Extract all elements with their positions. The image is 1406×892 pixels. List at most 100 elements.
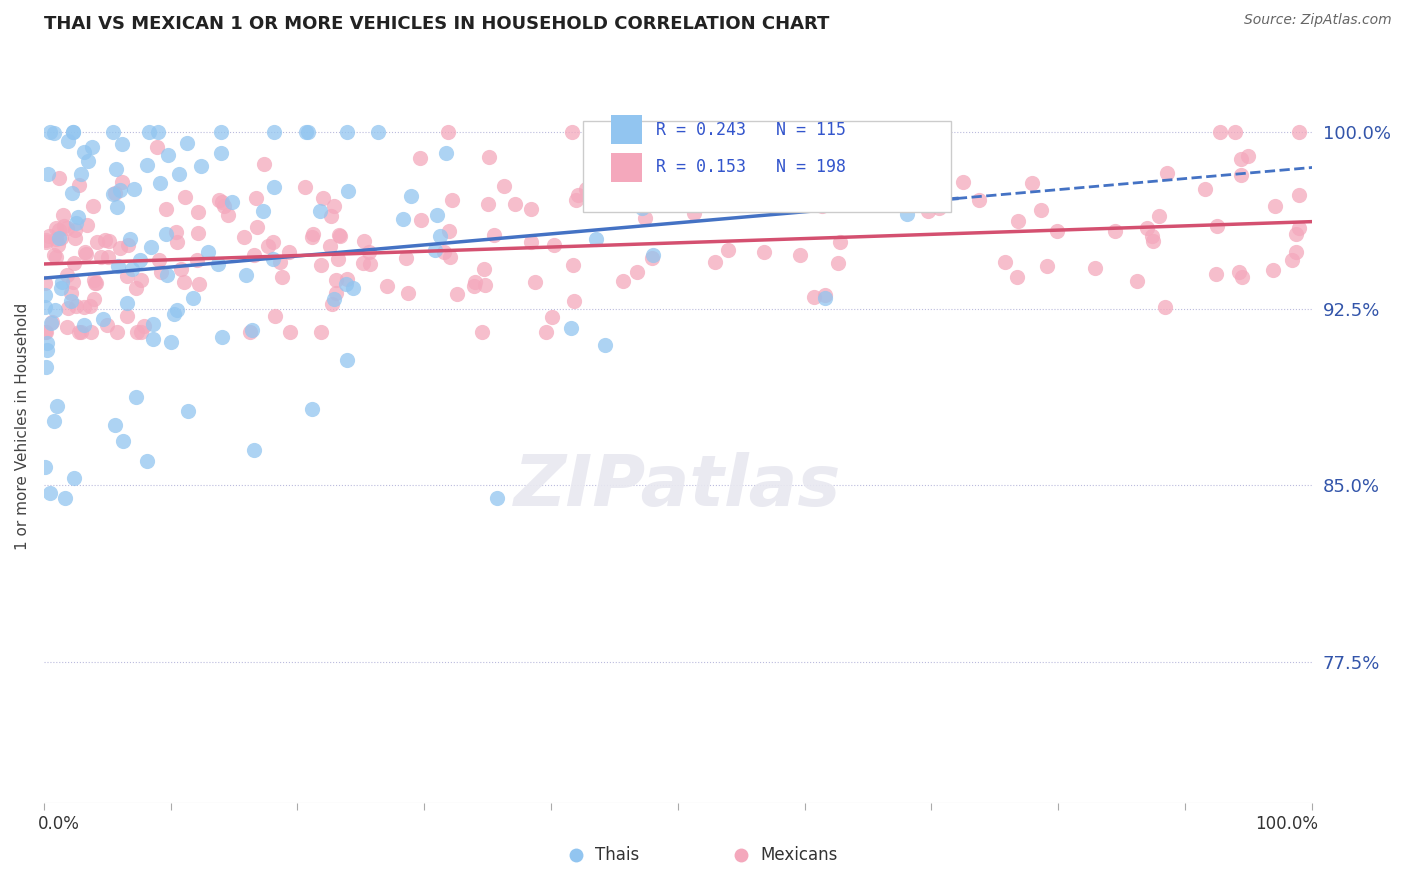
- Point: [263, 180, 285, 194]
- Point: [322, 199, 344, 213]
- Point: [1281, 253, 1303, 268]
- Point: [433, 244, 456, 259]
- Point: [1005, 269, 1028, 284]
- Point: [565, 847, 588, 862]
- Point: [562, 294, 585, 309]
- Point: [928, 201, 950, 215]
- Point: [122, 182, 145, 196]
- Point: [35, 335, 58, 350]
- Point: [353, 234, 375, 248]
- Point: [336, 272, 359, 286]
- Point: [107, 259, 129, 273]
- Point: [84, 276, 107, 290]
- Point: [110, 183, 132, 197]
- Point: [146, 125, 169, 139]
- Point: [295, 125, 318, 139]
- Point: [396, 286, 419, 301]
- Point: [394, 251, 416, 265]
- Point: [676, 158, 699, 172]
- Point: [1227, 265, 1250, 279]
- Text: 100.0%: 100.0%: [1256, 814, 1319, 833]
- Point: [118, 232, 141, 246]
- Point: [688, 125, 710, 139]
- Point: [319, 210, 342, 224]
- Point: [1209, 125, 1232, 139]
- Point: [269, 255, 291, 269]
- Point: [828, 235, 851, 249]
- Point: [278, 244, 301, 259]
- Point: [575, 182, 598, 196]
- Point: [814, 287, 837, 301]
- Point: [235, 268, 257, 282]
- Point: [326, 252, 349, 267]
- Point: [567, 188, 589, 202]
- Point: [485, 491, 508, 506]
- Point: [115, 268, 138, 283]
- Point: [967, 194, 990, 208]
- Point: [63, 231, 86, 245]
- Point: [337, 184, 360, 198]
- Point: [51, 275, 73, 289]
- Text: Mexicans: Mexicans: [761, 846, 838, 863]
- Point: [187, 205, 209, 219]
- Point: [994, 254, 1017, 268]
- Point: [79, 299, 101, 313]
- Point: [37, 167, 59, 181]
- Point: [503, 197, 526, 211]
- Point: [101, 186, 124, 201]
- Point: [437, 224, 460, 238]
- Point: [441, 194, 464, 208]
- Point: [80, 325, 103, 339]
- Point: [98, 234, 121, 248]
- Text: Source: ZipAtlas.com: Source: ZipAtlas.com: [1244, 13, 1392, 28]
- Point: [252, 203, 274, 218]
- Point: [478, 150, 501, 164]
- Point: [34, 300, 56, 314]
- Point: [162, 307, 184, 321]
- Point: [439, 250, 461, 264]
- Point: [63, 471, 86, 485]
- Point: [720, 125, 742, 139]
- Text: Thais: Thais: [596, 846, 640, 863]
- Point: [896, 207, 918, 221]
- Point: [1136, 221, 1159, 235]
- Point: [48, 170, 70, 185]
- Point: [209, 146, 232, 161]
- Point: [437, 125, 460, 139]
- Point: [51, 281, 73, 295]
- Point: [1261, 262, 1284, 277]
- Point: [477, 197, 499, 211]
- Point: [138, 125, 160, 139]
- Point: [1142, 234, 1164, 248]
- Point: [190, 159, 212, 173]
- Point: [44, 414, 66, 428]
- Point: [142, 333, 165, 347]
- Point: [325, 273, 347, 287]
- Point: [90, 250, 112, 264]
- Point: [325, 285, 347, 300]
- Point: [242, 442, 264, 457]
- Point: [655, 143, 678, 157]
- Point: [242, 247, 264, 261]
- Point: [67, 210, 90, 224]
- Point: [1021, 176, 1043, 190]
- Point: [34, 287, 56, 301]
- Point: [827, 256, 849, 270]
- Point: [1153, 301, 1175, 315]
- Point: [83, 273, 105, 287]
- Point: [188, 277, 211, 291]
- Point: [915, 186, 938, 200]
- Point: [336, 352, 359, 367]
- Point: [1084, 261, 1107, 276]
- Point: [139, 240, 162, 254]
- Point: [72, 318, 94, 333]
- Point: [86, 235, 108, 249]
- Point: [323, 293, 346, 307]
- Point: [42, 127, 65, 141]
- Point: [263, 125, 285, 139]
- Point: [683, 206, 706, 220]
- Point: [814, 291, 837, 305]
- Point: [58, 301, 80, 316]
- Point: [730, 847, 752, 862]
- Point: [83, 292, 105, 306]
